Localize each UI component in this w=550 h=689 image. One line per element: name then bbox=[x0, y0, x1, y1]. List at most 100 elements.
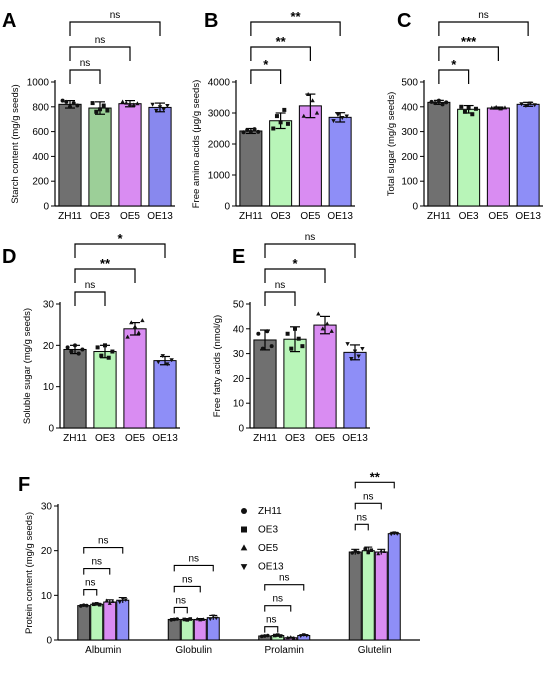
x-tick-label: OE3 bbox=[95, 433, 115, 444]
data-point bbox=[81, 603, 86, 607]
data-point bbox=[473, 106, 478, 111]
x-tick-label: ZH11 bbox=[63, 433, 87, 444]
x-tick-label: ZH11 bbox=[58, 211, 82, 222]
significance-bracket bbox=[354, 502, 382, 510]
data-point bbox=[99, 353, 104, 358]
data-point bbox=[150, 102, 155, 107]
significance-label: ** bbox=[370, 469, 381, 484]
data-point bbox=[345, 342, 350, 347]
data-point bbox=[104, 598, 109, 603]
y-tick-label: 4000 bbox=[208, 78, 231, 89]
data-point bbox=[195, 616, 200, 621]
bar bbox=[374, 551, 388, 641]
y-tick-label: 100 bbox=[401, 177, 418, 188]
data-point bbox=[91, 602, 96, 607]
significance-bracket bbox=[264, 584, 305, 591]
y-tick-label: 400 bbox=[32, 152, 49, 163]
data-point bbox=[95, 345, 100, 350]
significance-label: ** bbox=[100, 256, 111, 271]
significance-label: ns bbox=[279, 573, 290, 584]
bar bbox=[103, 601, 117, 641]
data-point bbox=[60, 98, 65, 103]
y-tick-label: 50 bbox=[233, 300, 245, 311]
legend-label: OE13 bbox=[258, 562, 284, 573]
y-tick-label: 200 bbox=[401, 152, 418, 163]
data-point bbox=[269, 344, 274, 349]
data-point bbox=[156, 360, 161, 365]
data-point bbox=[256, 331, 261, 336]
y-tick-label: 10 bbox=[233, 399, 245, 410]
data-point bbox=[140, 318, 145, 323]
data-point bbox=[73, 343, 77, 348]
y-tick-label: 200 bbox=[32, 177, 49, 188]
panel-label-F: F bbox=[18, 474, 30, 496]
data-point bbox=[94, 109, 99, 114]
bar bbox=[516, 103, 540, 207]
data-point bbox=[68, 104, 72, 109]
data-point bbox=[369, 548, 374, 553]
x-tick-label: OE3 bbox=[285, 433, 305, 444]
data-point bbox=[154, 108, 159, 113]
data-point bbox=[161, 107, 166, 112]
data-point bbox=[335, 112, 341, 117]
data-point bbox=[392, 531, 397, 535]
significance-bracket bbox=[438, 69, 470, 84]
data-point bbox=[352, 349, 358, 354]
y-tick-label: 10 bbox=[43, 382, 55, 393]
significance-label: ** bbox=[290, 9, 301, 24]
significance-bracket bbox=[74, 243, 166, 258]
x-tick-label: OE3 bbox=[90, 211, 110, 222]
data-point bbox=[320, 326, 325, 331]
data-point bbox=[169, 618, 174, 622]
y-tick-label: 0 bbox=[224, 202, 230, 213]
data-point bbox=[105, 108, 110, 113]
panel-label-B: B bbox=[204, 10, 218, 32]
data-point bbox=[182, 617, 187, 622]
data-point bbox=[298, 634, 303, 639]
panel-label-D: D bbox=[2, 246, 16, 268]
bar bbox=[206, 617, 220, 641]
significance-bracket bbox=[74, 291, 106, 306]
y-axis-label: Protein content (mg/g seeds) bbox=[24, 512, 35, 634]
data-point bbox=[256, 129, 261, 134]
significance-bracket bbox=[74, 268, 136, 283]
bar bbox=[118, 103, 142, 207]
data-point bbox=[459, 104, 464, 109]
panel-F: F 0 10 20 30 Protein content (mg/g seeds) Albu… bbox=[18, 469, 420, 656]
y-tick-label: 30 bbox=[41, 502, 53, 513]
x-tick-label: OE13 bbox=[515, 211, 541, 222]
y-tick-label: 40 bbox=[233, 324, 245, 335]
significance-bracket bbox=[69, 21, 161, 36]
data-point bbox=[165, 103, 170, 108]
significance-bracket bbox=[264, 626, 279, 633]
data-point bbox=[444, 100, 449, 105]
bar bbox=[193, 618, 207, 641]
bar bbox=[387, 533, 401, 641]
data-point bbox=[301, 633, 306, 637]
significance-bracket bbox=[264, 291, 296, 306]
bar bbox=[148, 106, 172, 207]
data-point bbox=[278, 634, 283, 638]
significance-label: ns bbox=[275, 280, 286, 291]
data-point bbox=[349, 356, 354, 361]
data-point bbox=[433, 101, 438, 106]
bar bbox=[93, 351, 117, 429]
data-point bbox=[241, 130, 246, 135]
panel-label-E: E bbox=[232, 246, 245, 268]
bar bbox=[283, 338, 307, 429]
bar bbox=[313, 324, 337, 429]
data-point bbox=[296, 336, 301, 341]
data-point bbox=[165, 362, 170, 367]
bar bbox=[486, 107, 510, 207]
bar bbox=[239, 130, 263, 207]
bar bbox=[167, 618, 181, 641]
data-point bbox=[201, 617, 206, 621]
x-tick-label: ZH11 bbox=[427, 211, 451, 222]
data-point bbox=[120, 99, 125, 104]
y-tick-label: 600 bbox=[32, 127, 49, 138]
data-point bbox=[329, 328, 334, 333]
data-point bbox=[132, 324, 138, 329]
data-point bbox=[252, 127, 257, 132]
data-point bbox=[75, 103, 80, 108]
